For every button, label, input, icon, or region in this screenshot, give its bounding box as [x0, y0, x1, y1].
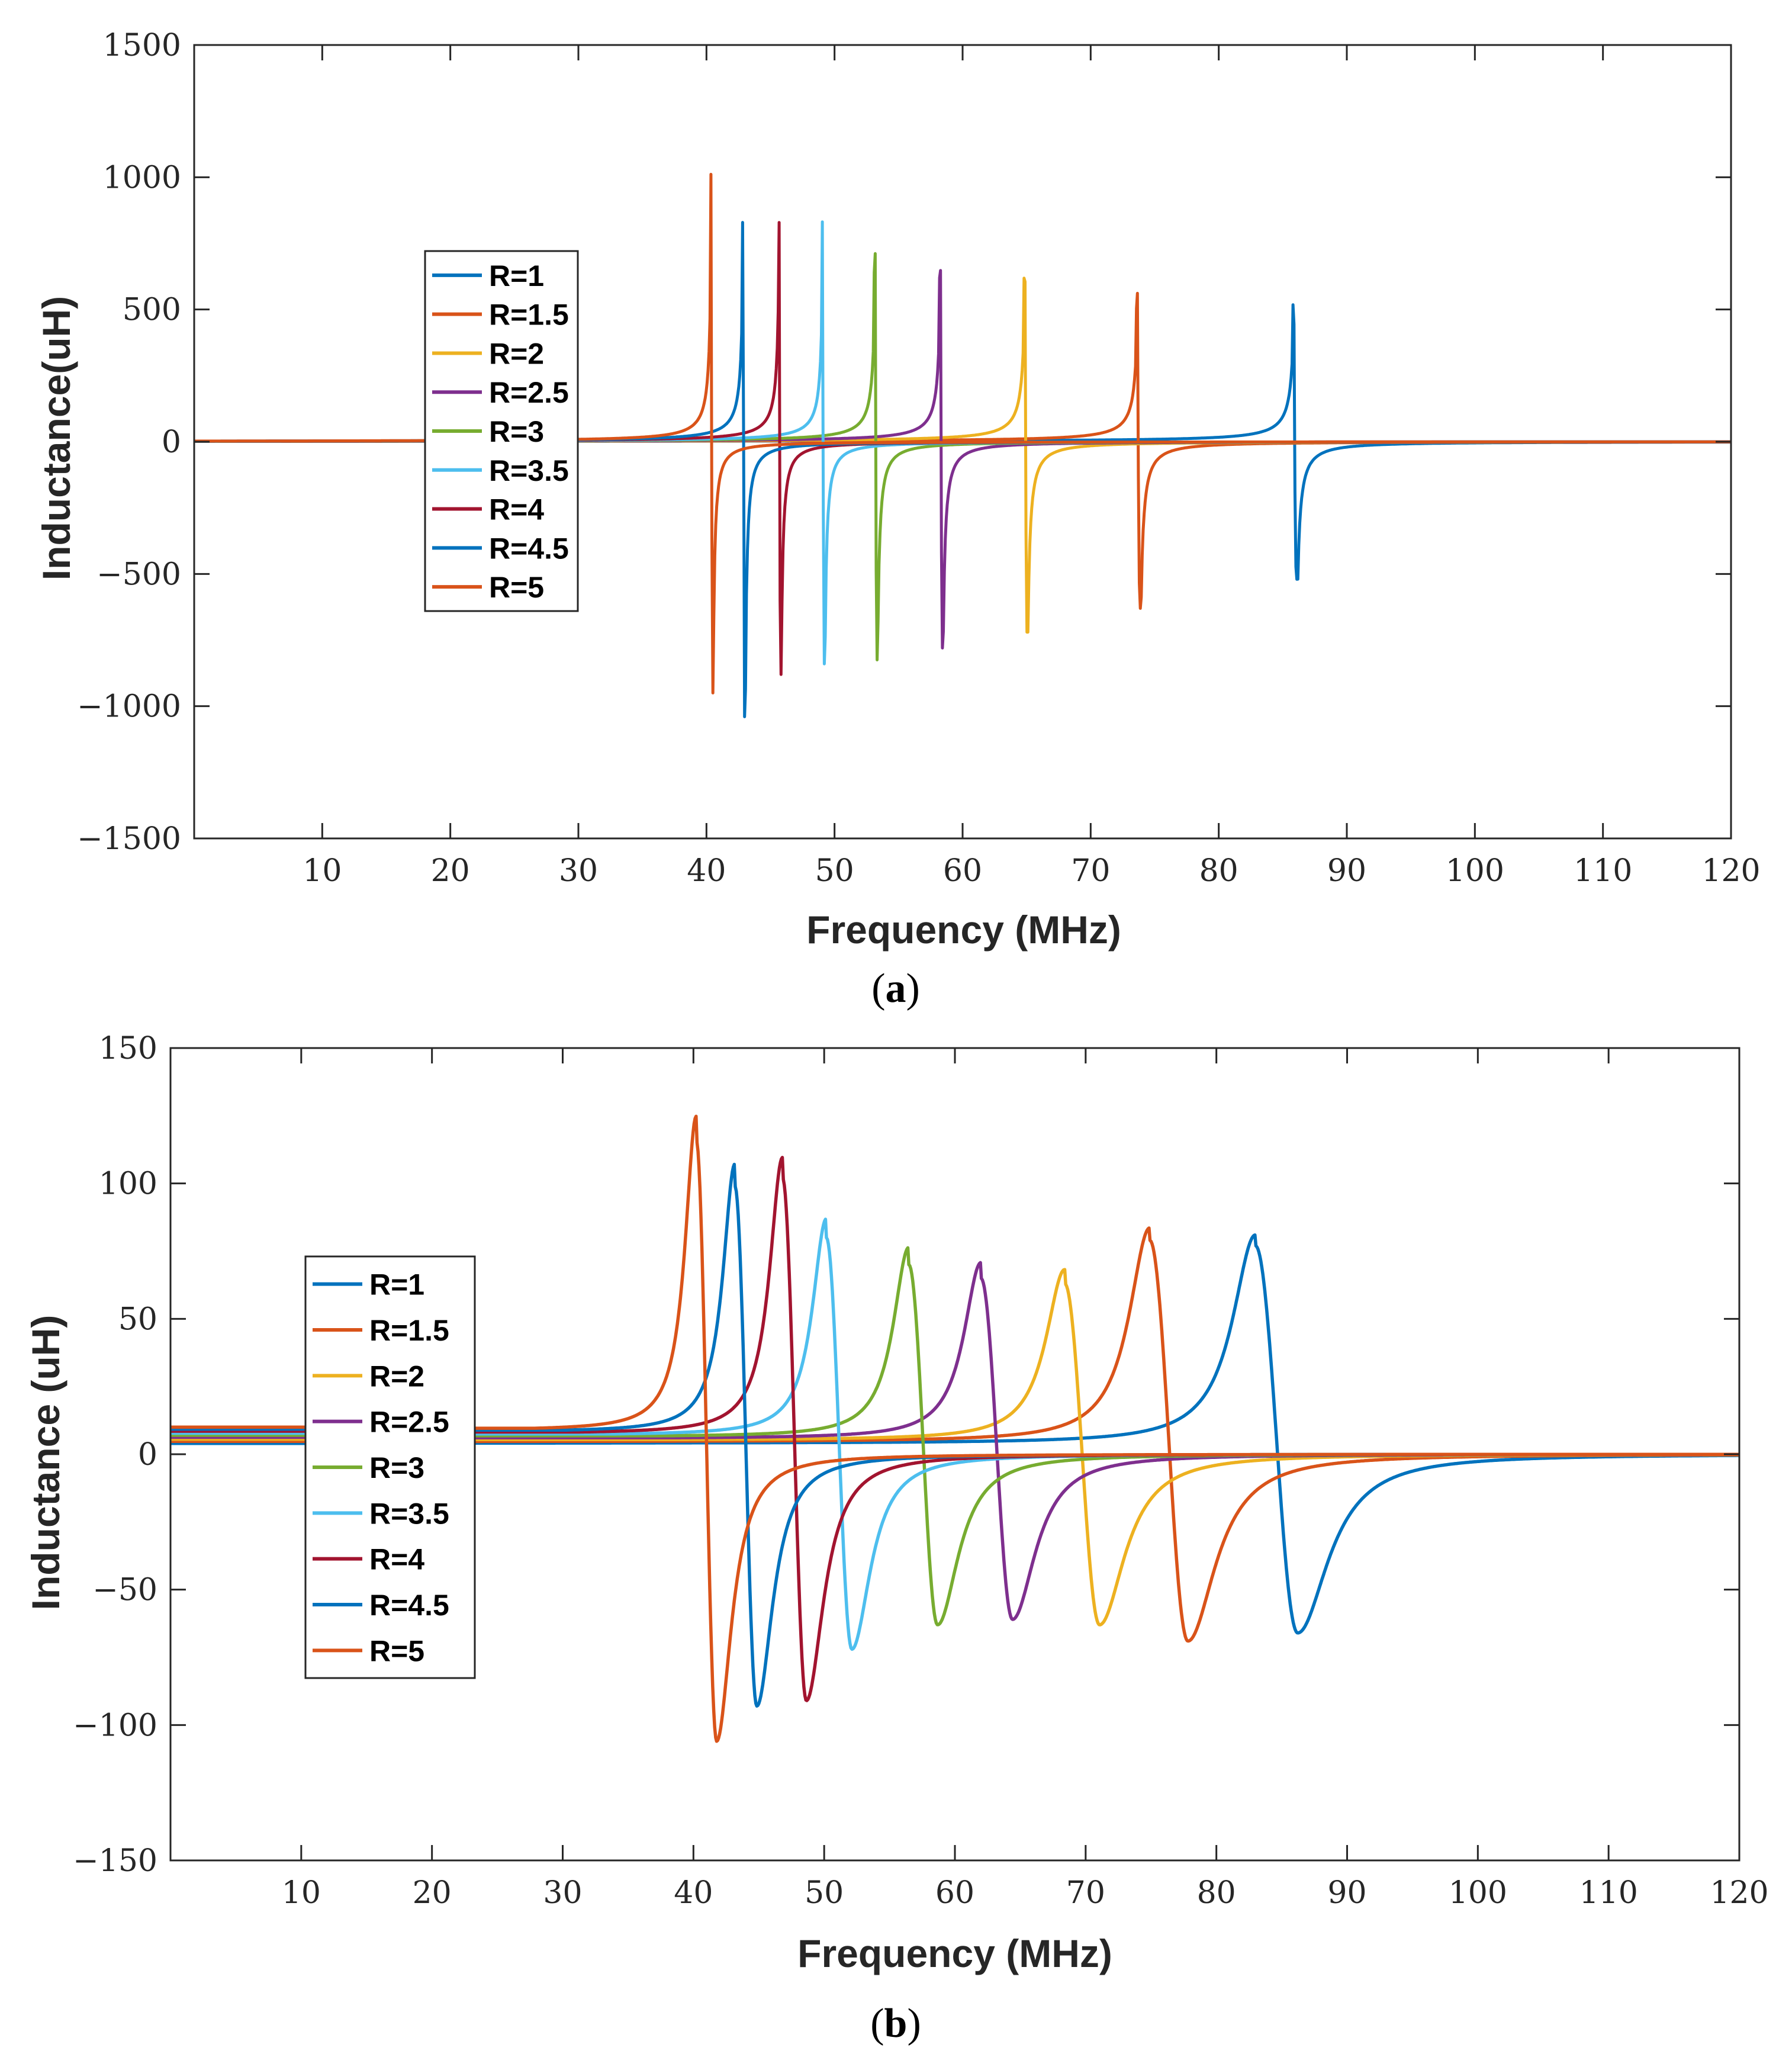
x-tick-label: 120	[1701, 853, 1760, 889]
legend: R=1 R=1.5 R=2 R=2.5 R=3 R=3.5 R=4 R=4.5 R=5	[424, 250, 579, 612]
legend-label: R=4.5	[489, 532, 569, 565]
legend-label: R=3	[489, 415, 544, 448]
y-tick-label: 1500	[103, 28, 181, 63]
legend: R=1 R=1.5 R=2 R=2.5 R=3 R=3.5 R=4 R=4.5 R=5	[304, 1255, 476, 1679]
x-tick-label: 90	[1327, 853, 1366, 889]
x-tick-label: 30	[559, 853, 598, 889]
legend-label: R=2.5	[489, 376, 569, 409]
y-tick-label: −500	[96, 557, 181, 592]
x-tick-label: 80	[1199, 853, 1238, 889]
caption-letter: a	[886, 966, 906, 1011]
x-tick-label: 10	[303, 853, 342, 889]
legend-label: R=1.5	[369, 1314, 449, 1347]
x-tick-label: 20	[413, 1875, 452, 1911]
x-tick-label: 90	[1327, 1875, 1366, 1911]
y-tick-label: 150	[99, 1031, 157, 1066]
y-tick-label: −100	[73, 1708, 157, 1743]
x-tick-label: 10	[282, 1875, 321, 1911]
y-tick-label: 1000	[103, 160, 181, 195]
legend-label: R=3	[369, 1451, 424, 1484]
y-tick-label: 100	[99, 1166, 157, 1202]
x-tick-label: 50	[805, 1875, 844, 1911]
caption-letter: b	[884, 2001, 908, 2046]
y-tick-label: −150	[73, 1843, 157, 1879]
x-tick-label: 110	[1574, 853, 1632, 889]
legend-label: R=1	[489, 259, 544, 293]
y-tick-label: 0	[162, 425, 181, 460]
caption-open: (	[871, 966, 885, 1011]
x-tick-label: 120	[1710, 1875, 1768, 1911]
panel-a-ylabel: Inductance(uH)	[34, 296, 78, 580]
panel-a-xlabel: Frequency (MHz)	[806, 908, 1121, 952]
y-tick-label: −1000	[77, 689, 181, 725]
panel-b: Frequency (MHz) Inductance (uH) (b) 10 20…	[24, 1031, 1769, 2046]
x-tick-label: 80	[1197, 1875, 1236, 1911]
x-tick-label: 40	[687, 853, 726, 889]
panel-b-caption: (b)	[870, 2001, 921, 2046]
legend-label: R=3.5	[369, 1497, 449, 1530]
y-tick-label: −50	[92, 1573, 157, 1608]
y-tick-label: 0	[138, 1437, 157, 1473]
legend-label: R=4	[489, 493, 544, 526]
caption-open: (	[870, 2001, 884, 2046]
y-tick-label: 500	[123, 293, 181, 328]
y-tick-label: −1500	[77, 821, 181, 857]
legend-label: R=5	[369, 1634, 424, 1667]
y-tick-label: 50	[118, 1301, 157, 1337]
x-tick-label: 70	[1066, 1875, 1105, 1911]
x-tick-label: 20	[431, 853, 470, 889]
legend-label: R=4	[369, 1543, 424, 1576]
legend-label: R=2	[489, 337, 544, 370]
legend-label: R=5	[489, 571, 544, 604]
legend-label: R=2.5	[369, 1406, 449, 1439]
panel-a-caption: (a)	[871, 966, 920, 1011]
panel-b-xlabel: Frequency (MHz)	[797, 1931, 1112, 1975]
x-tick-label: 40	[674, 1875, 713, 1911]
x-tick-label: 60	[943, 853, 982, 889]
legend-label: R=1.5	[489, 298, 569, 332]
panel-b-ylabel: Inductance (uH)	[24, 1315, 67, 1611]
caption-close: )	[907, 2001, 921, 2046]
caption-close: )	[906, 966, 920, 1011]
legend-label: R=4.5	[369, 1589, 449, 1622]
legend-label: R=2	[369, 1359, 424, 1393]
panel-a: Frequency (MHz) Inductance(uH) (a) 10 20 3…	[34, 28, 1761, 1011]
x-tick-label: 30	[543, 1875, 582, 1911]
x-tick-label: 100	[1446, 853, 1504, 889]
x-tick-label: 110	[1579, 1875, 1638, 1911]
x-tick-label: 70	[1071, 853, 1110, 889]
x-tick-label: 50	[815, 853, 854, 889]
legend-label: R=1	[369, 1268, 424, 1301]
x-tick-label: 60	[935, 1875, 974, 1911]
x-tick-label: 100	[1449, 1875, 1507, 1911]
legend-label: R=3.5	[489, 454, 569, 487]
